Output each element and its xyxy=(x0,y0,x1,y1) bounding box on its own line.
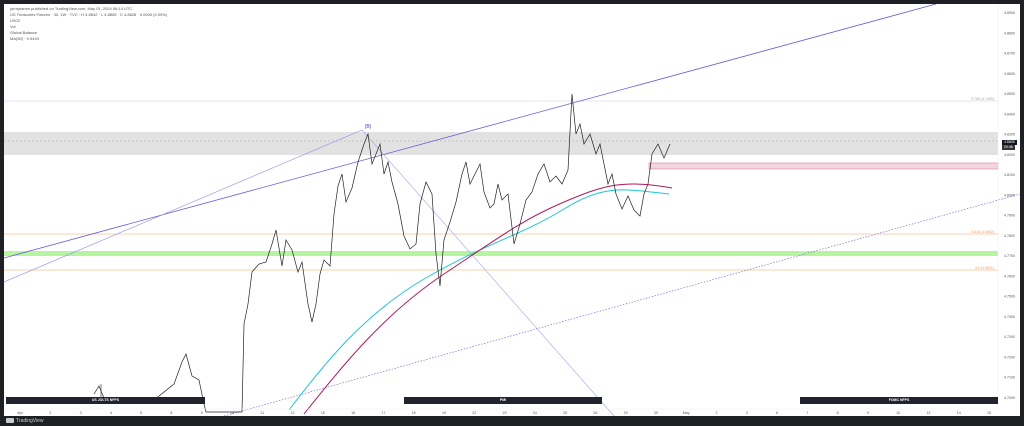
time-tick-label: 4 xyxy=(110,411,112,415)
time-tick-label: 5 xyxy=(140,411,142,415)
indicator-label-3: Global Balance xyxy=(10,30,38,35)
price-line xyxy=(93,93,671,413)
footer-bar: TradingView xyxy=(4,416,1020,426)
last-price-box: 4.8805 xyxy=(1002,140,1017,145)
publish-title: jorrnjnamm published on TradingView.com,… xyxy=(10,6,133,11)
wave-label-b: (B) xyxy=(365,124,372,130)
ma-fast-line xyxy=(288,189,670,411)
time-tick-label: 14 xyxy=(957,411,961,415)
price-tick-label: 4.8300 xyxy=(1004,133,1015,137)
time-tick-label: 16 xyxy=(351,411,355,415)
time-tick-label: 29 xyxy=(624,411,628,415)
time-tick-label: 26 xyxy=(593,411,597,415)
price-tick-label: 4.7000 xyxy=(1004,396,1015,400)
time-tick-label: 17 xyxy=(381,411,385,415)
time-tick-label: 2 xyxy=(49,411,51,415)
price-plot[interactable]: (B) 0.786 (4.7485) 0.618 (4.6852) 0.5 (4… xyxy=(4,4,1020,416)
price-tick-label: 4.8500 xyxy=(1004,92,1015,96)
time-tick-label: 6 xyxy=(776,411,778,415)
price-tick-label: 4.8900 xyxy=(1004,11,1015,15)
time-tick-label: 3 xyxy=(80,411,82,415)
time-tick-label: 24 xyxy=(533,411,537,415)
price-tick-label: 4.7400 xyxy=(1004,315,1015,319)
brand-name: TradingView xyxy=(16,418,44,424)
indicator-label-2: Vol xyxy=(10,24,16,29)
indicator-label-4: MA(50) · 0.9443 xyxy=(10,36,39,41)
time-tick-label: May xyxy=(683,411,690,415)
time-tick-label: 15 xyxy=(321,411,325,415)
price-tick-label: 4.7700 xyxy=(1004,254,1015,258)
time-tick-label: 22 xyxy=(472,411,476,415)
price-tick-label: 4.8800 xyxy=(1004,31,1015,35)
time-tick-label: 25 xyxy=(563,411,567,415)
fib-label-786: 0.786 (4.7485) xyxy=(971,97,994,101)
time-tick-label: 10 xyxy=(896,411,900,415)
symbol-info: US Treasuries Futures · 30, 1W · TVC · H… xyxy=(10,12,168,17)
tradingview-icon xyxy=(6,418,14,424)
time-tick-label: 3 xyxy=(746,411,748,415)
ma-slow-line xyxy=(303,183,673,415)
price-tick-label: 4.8600 xyxy=(1004,72,1015,76)
chart-canvas[interactable]: jorrnjnamm published on TradingView.com,… xyxy=(4,4,1020,416)
time-tick-label: 9 xyxy=(201,411,203,415)
indicator-label-1: US02 xyxy=(10,18,21,23)
fib-label-618: 0.618 (4.6852) xyxy=(971,230,994,234)
price-tick-label: 4.8200 xyxy=(1004,153,1015,157)
time-tick-label: 8 xyxy=(170,411,172,415)
time-tick-label: 8 xyxy=(837,411,839,415)
time-tick-label: 19 xyxy=(442,411,446,415)
price-tick-label: 4.7200 xyxy=(1004,355,1015,359)
time-axis[interactable]: Apr 2 3 4 5 8 9 10 11 12 15 16 17 18 19 22 23 24 25 26 29 30 M… xyxy=(17,411,991,415)
time-tick-label: 2 xyxy=(715,411,717,415)
price-tick-label: 4.7300 xyxy=(1004,335,1015,339)
countdown-box: 00:46 xyxy=(1002,145,1015,150)
price-tick-label: 4.7900 xyxy=(1004,214,1015,218)
channel-lower-line xyxy=(223,193,1020,416)
price-tick-label: 4.7600 xyxy=(1004,274,1015,278)
supply-zone xyxy=(648,162,999,170)
time-tick-label: 23 xyxy=(503,411,507,415)
time-tick-label: 10 xyxy=(230,411,234,415)
time-tick-label: 9 xyxy=(867,411,869,415)
chart-header: jorrnjnamm published on TradingView.com,… xyxy=(10,6,167,42)
time-tick-label: 7 xyxy=(806,411,808,415)
resistance-zone xyxy=(4,132,998,155)
price-tick-label: 4.8000 xyxy=(1004,193,1015,197)
event-banner-1[interactable]: US JOLTS NFPS xyxy=(6,397,205,404)
fib-label-5: 0.5 (4.6501) xyxy=(975,266,994,270)
trendline-left xyxy=(4,129,363,283)
event-banner-3[interactable]: FOMC NFPS xyxy=(800,397,998,404)
price-tick-label: 4.8100 xyxy=(1004,173,1015,177)
time-tick-label: 15 xyxy=(987,411,991,415)
trendline-down xyxy=(361,129,615,416)
time-tick-label: 13 xyxy=(926,411,930,415)
time-tick-label: 12 xyxy=(291,411,295,415)
price-tick-label: 4.8400 xyxy=(1004,112,1015,116)
price-tick-label: 4.7800 xyxy=(1004,234,1015,238)
event-banner-2[interactable]: PMI xyxy=(404,397,602,404)
price-tick-label: 4.7500 xyxy=(1004,295,1015,299)
time-tick-label: Apr xyxy=(17,411,23,415)
time-tick-label: 18 xyxy=(412,411,416,415)
brand-logo[interactable]: TradingView xyxy=(6,417,44,425)
time-tick-label: 11 xyxy=(260,411,264,415)
price-axis[interactable]: 4.8900 4.8800 4.8700 4.8600 4.8500 4.8400 4.83… xyxy=(1004,11,1015,400)
price-tick-label: 4.8700 xyxy=(1004,52,1015,56)
time-tick-label: 30 xyxy=(654,411,658,415)
price-tick-label: 4.7100 xyxy=(1004,376,1015,380)
support-zone xyxy=(4,251,998,256)
channel-upper-line xyxy=(4,4,937,259)
